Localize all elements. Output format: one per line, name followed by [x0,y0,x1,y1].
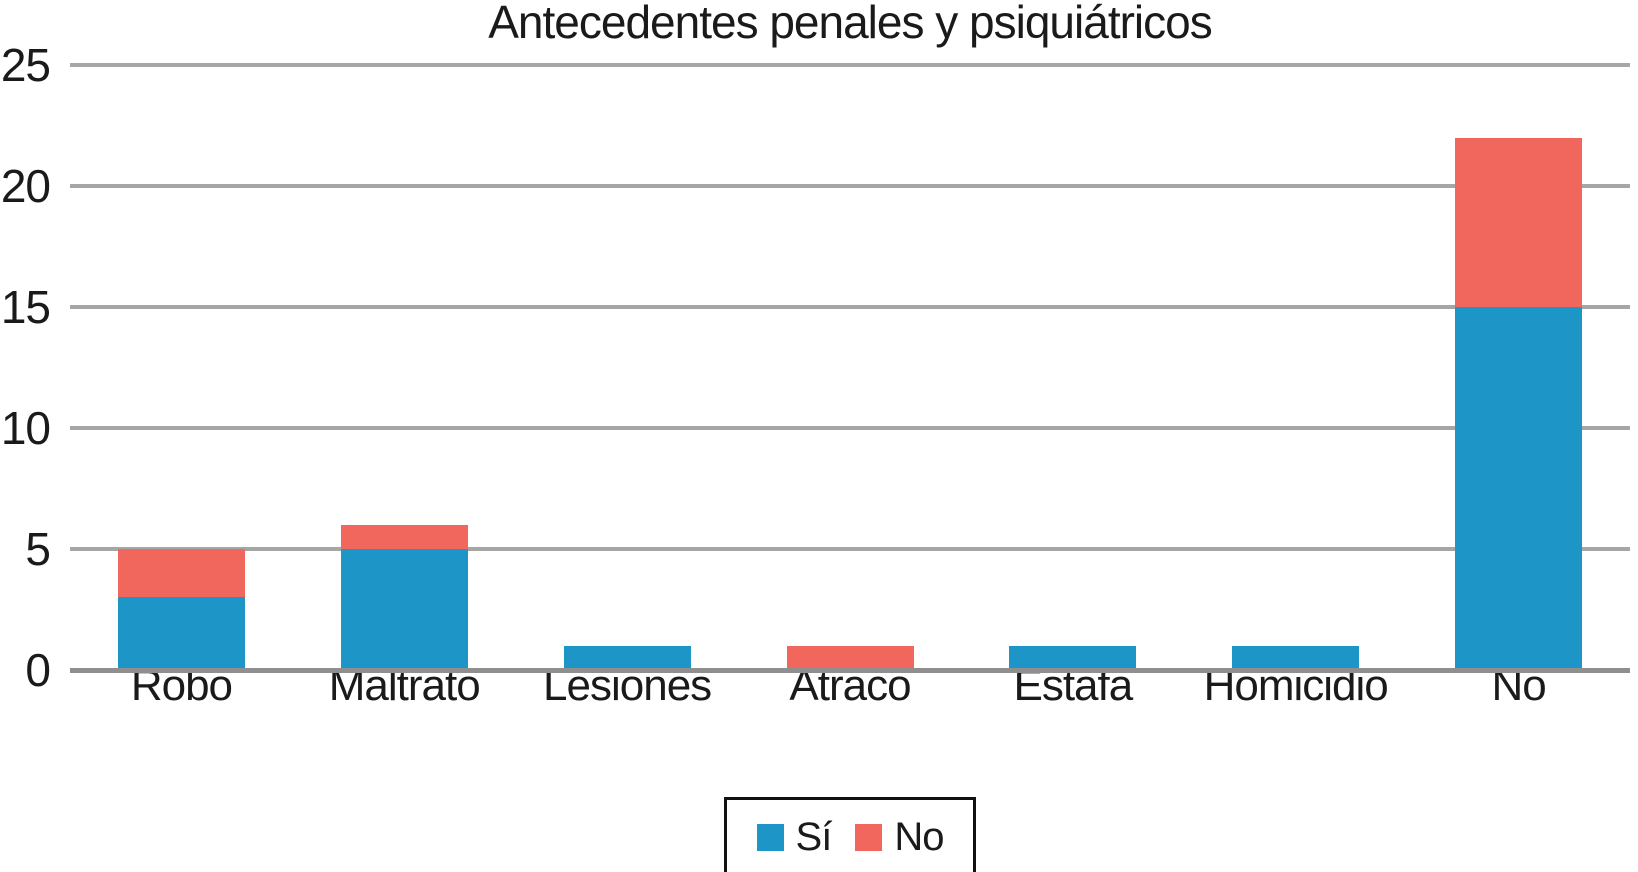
plot-area [70,63,1630,673]
y-tick-label-15: 15 [0,281,51,333]
bar-segment-estafa-sí [1009,645,1137,670]
bar-segment-no-no [1455,137,1583,307]
y-tick-label-0: 0 [25,644,51,696]
y-tick-label-10: 10 [0,402,51,454]
legend-label-sí: Sí [795,815,833,859]
bar-segment-no-sí [1455,307,1583,670]
y-tick-label-5: 5 [25,523,51,575]
y-tick-label-20: 20 [0,160,51,212]
legend-swatch-no [855,823,883,851]
x-axis-line [70,667,1630,673]
legend-swatch-sí [756,823,784,851]
bar-segment-robo-sí [117,597,245,670]
y-axis-ticks: 0 5 10 15 20 25 [0,42,51,693]
y-gridline-5 [70,547,1630,551]
legend-item-no: No [855,815,944,859]
legend-box: Sí No [723,797,977,872]
bar-segment-homicidio-sí [1232,645,1360,670]
bar-segment-maltrato-sí [340,549,468,670]
bar-segment-lesiones-sí [563,645,691,670]
legend: Sí No [70,797,1630,872]
bar-segment-maltrato-no [340,524,468,549]
y-gridline-10 [70,426,1630,430]
y-gridline-25 [70,63,1630,67]
legend-label-no: No [894,815,944,859]
bar-segment-robo-no [117,549,245,598]
chart-title: Antecedentes penales y psiquiátricos [488,0,1212,48]
legend-item-sí: Sí [756,815,833,859]
y-tick-label-25: 25 [0,39,51,91]
y-gridline-15 [70,305,1630,309]
bar-segment-atraco-no [786,645,914,670]
y-gridline-20 [70,184,1630,188]
